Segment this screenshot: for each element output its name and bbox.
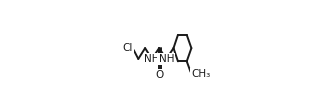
Text: O: O bbox=[155, 70, 163, 80]
Text: Cl: Cl bbox=[122, 43, 133, 53]
Text: CH₃: CH₃ bbox=[192, 69, 211, 79]
Text: NH: NH bbox=[159, 54, 174, 64]
Text: NH: NH bbox=[144, 54, 160, 64]
